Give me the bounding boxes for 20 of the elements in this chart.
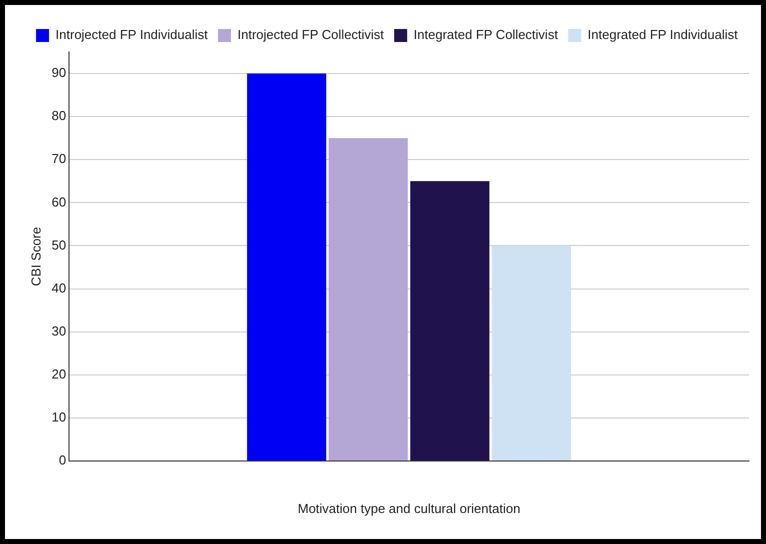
legend-label: Introjected FP Individualist — [56, 27, 208, 42]
legend-label: Integrated FP Collectivist — [414, 27, 558, 42]
x-axis-title: Motivation type and cultural orientation — [298, 500, 520, 516]
y-tick-label: 40 — [52, 280, 66, 296]
y-tick-label: 30 — [52, 323, 66, 338]
bar — [492, 246, 571, 460]
bar — [328, 138, 408, 460]
y-tick-label: 90 — [52, 65, 66, 80]
bar — [247, 74, 326, 460]
bar — [410, 181, 490, 460]
legend-label: Integrated FP Individualist — [588, 27, 738, 42]
y-tick-label: 70 — [52, 151, 66, 166]
legend-label: Introjected FP Collectivist — [237, 27, 384, 42]
y-tick-label: 20 — [52, 366, 66, 382]
y-tick-label: 60 — [52, 194, 66, 210]
y-tick-label: 80 — [52, 108, 66, 124]
y-axis-title: CBI Score — [28, 226, 44, 286]
y-tick-label: 50 — [52, 237, 66, 252]
y-tick-label: 0 — [58, 452, 66, 468]
y-tick-label: 10 — [52, 410, 66, 425]
